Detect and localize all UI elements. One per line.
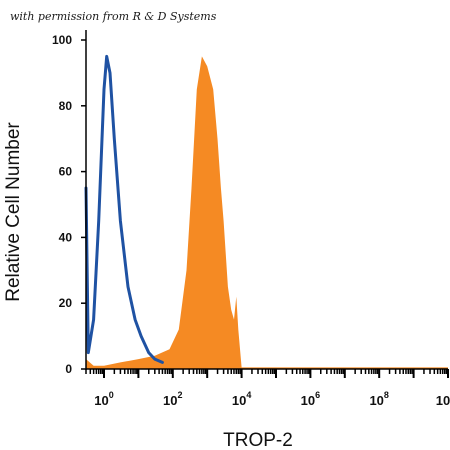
y-tick-label: 80 <box>59 99 73 113</box>
x-tick-label: 104 <box>232 390 251 408</box>
y-tick-label: 0 <box>65 362 72 376</box>
x-tick-label: 102 <box>163 390 182 408</box>
x-axis-label: TROP-2 <box>223 430 293 450</box>
y-tick-label: 20 <box>59 296 73 310</box>
filled-series-layer <box>86 56 448 370</box>
x-tick-labels: 100 102 104 106 108 1010 <box>94 390 450 408</box>
histogram-filled-series <box>86 56 448 370</box>
y-tick-label: 60 <box>59 165 73 179</box>
y-tick-label: 40 <box>59 230 73 244</box>
y-tick-marks <box>81 39 86 370</box>
watermark-text: with permission from R & D Systems <box>10 10 217 23</box>
histogram-line-series <box>84 54 164 364</box>
line-series-layer <box>84 54 164 364</box>
x-tick-label: 1010 <box>436 390 450 408</box>
x-tick-label: 106 <box>301 390 320 408</box>
axes <box>85 30 448 370</box>
y-axis-label: Relative Cell Number <box>3 122 24 302</box>
x-tick-marks <box>85 369 449 378</box>
x-tick-label: 108 <box>369 390 388 408</box>
y-tick-labels: 0 20 40 60 80 100 <box>52 33 72 376</box>
x-tick-label: 100 <box>94 390 113 408</box>
y-tick-label: 100 <box>52 33 72 47</box>
